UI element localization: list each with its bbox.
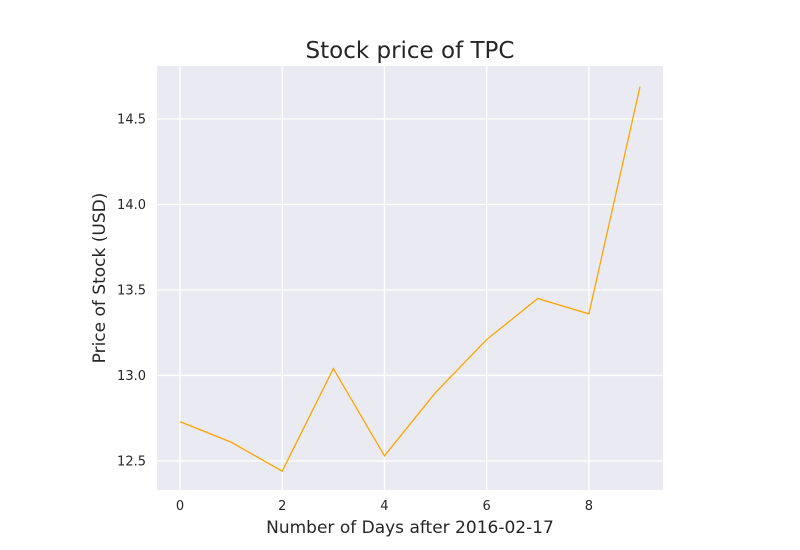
x-tick-label: 6 [483,499,491,514]
x-tick-label: 0 [176,499,184,514]
x-tick-label: 8 [585,499,593,514]
y-tick-label: 12.5 [117,454,146,469]
y-grid [157,118,663,462]
series-line [179,86,641,473]
x-tick-labels: 0 2 4 6 8 [176,499,593,514]
x-tick-label: 4 [380,499,388,514]
chart-title: Stock price of TPC [306,38,515,64]
y-tick-labels: 12.5 13.0 13.5 14.0 14.5 [117,113,146,470]
y-axis-label: Price of Stock (USD) [90,193,110,364]
y-tick-label: 14.0 [117,198,146,213]
x-grid [179,66,590,490]
y-tick-label: 13.0 [117,369,146,384]
plot-area [157,66,663,490]
y-tick-label: 13.5 [117,283,146,298]
x-tick-label: 2 [278,499,286,514]
x-axis-label: Number of Days after 2016-02-17 [266,518,554,538]
y-tick-label: 14.5 [117,113,146,128]
